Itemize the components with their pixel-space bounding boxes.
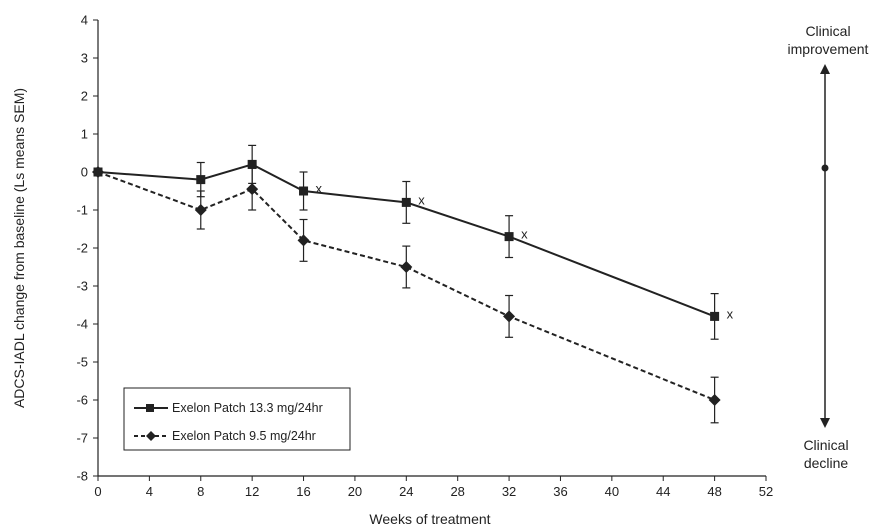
y-ticks: 4 3 2 1 0 -1 -2 -3 -4 -5 -6 -7 -8: [76, 13, 98, 484]
data-point-diamond: [92, 166, 104, 178]
x-tick-label: 44: [656, 484, 670, 499]
x-ticks: 0 4 8 12 16 20 24 28 32 36 40 44 48 52: [94, 476, 773, 499]
data-point-diamond: [400, 261, 413, 273]
x-tick-label: 32: [502, 484, 516, 499]
y-tick-label: 3: [81, 51, 88, 66]
y-tick-label: 2: [81, 89, 88, 104]
legend-label-series-2: Exelon Patch 9.5 mg/24hr: [172, 429, 316, 443]
x-axis-title: Weeks of treatment: [369, 511, 490, 527]
clinical-indicator: Clinical improvement Clinical decline: [788, 23, 869, 471]
y-tick-label: 1: [81, 127, 88, 142]
legend-marker-series-2: [146, 431, 156, 441]
y-tick-label: 0: [81, 165, 88, 180]
data-point-square: [196, 175, 206, 185]
x-tick-label: 16: [296, 484, 310, 499]
y-axis-title: ADCS-IADL change from baseline (Ls means…: [11, 88, 27, 408]
significance-marker: x: [727, 306, 734, 321]
arrow-up-icon: [820, 64, 830, 74]
legend: Exelon Patch 13.3 mg/24hr Exelon Patch 9…: [123, 387, 351, 451]
y-tick-label: -5: [76, 355, 88, 370]
data-point-diamond: [246, 183, 259, 196]
x-tick-label: 40: [605, 484, 619, 499]
arrow-down-icon: [820, 418, 830, 428]
clinical-indicator-midpoint: [821, 164, 829, 172]
clinical-decline-label-line1: Clinical: [803, 437, 848, 453]
clinical-improvement-label-line1: Clinical: [805, 23, 850, 39]
y-tick-label: -7: [76, 431, 88, 446]
significance-marker: x: [316, 181, 323, 196]
data-point-diamond: [708, 394, 721, 406]
x-tick-label: 28: [450, 484, 464, 499]
y-tick-label: -1: [76, 203, 88, 218]
significance-marker: x: [418, 192, 425, 207]
data-point-diamond: [503, 310, 516, 323]
clinical-decline-label-line2: decline: [804, 455, 849, 471]
x-tick-label: 48: [707, 484, 721, 499]
x-tick-label: 24: [399, 484, 413, 499]
x-tick-label: 8: [197, 484, 204, 499]
data-point-square: [710, 311, 720, 321]
y-tick-label: -6: [76, 393, 88, 408]
series-1: x x x x: [93, 144, 734, 340]
x-tick-label: 36: [553, 484, 567, 499]
data-point-diamond: [297, 234, 310, 247]
x-tick-label: 52: [759, 484, 773, 499]
x-tick-label: 4: [146, 484, 153, 499]
y-tick-label: -8: [76, 469, 88, 484]
series-2: [92, 166, 721, 424]
y-tick-label: -4: [76, 317, 88, 332]
legend-box: [123, 387, 351, 451]
data-point-square: [401, 197, 411, 207]
y-tick-label: -2: [76, 241, 88, 256]
y-tick-label: -3: [76, 279, 88, 294]
data-point-square: [247, 159, 257, 169]
data-point-diamond: [194, 204, 207, 216]
legend-label-series-1: Exelon Patch 13.3 mg/24hr: [172, 401, 323, 415]
significance-marker: x: [521, 227, 528, 242]
series-layer: x x x x: [92, 144, 734, 424]
x-tick-label: 0: [94, 484, 101, 499]
data-point-square: [299, 186, 309, 196]
x-tick-label: 20: [348, 484, 362, 499]
data-point-square: [504, 232, 514, 242]
legend-marker-series-1: [146, 404, 154, 412]
x-tick-label: 12: [245, 484, 259, 499]
y-tick-label: 4: [81, 13, 88, 28]
clinical-improvement-label-line2: improvement: [788, 41, 869, 57]
